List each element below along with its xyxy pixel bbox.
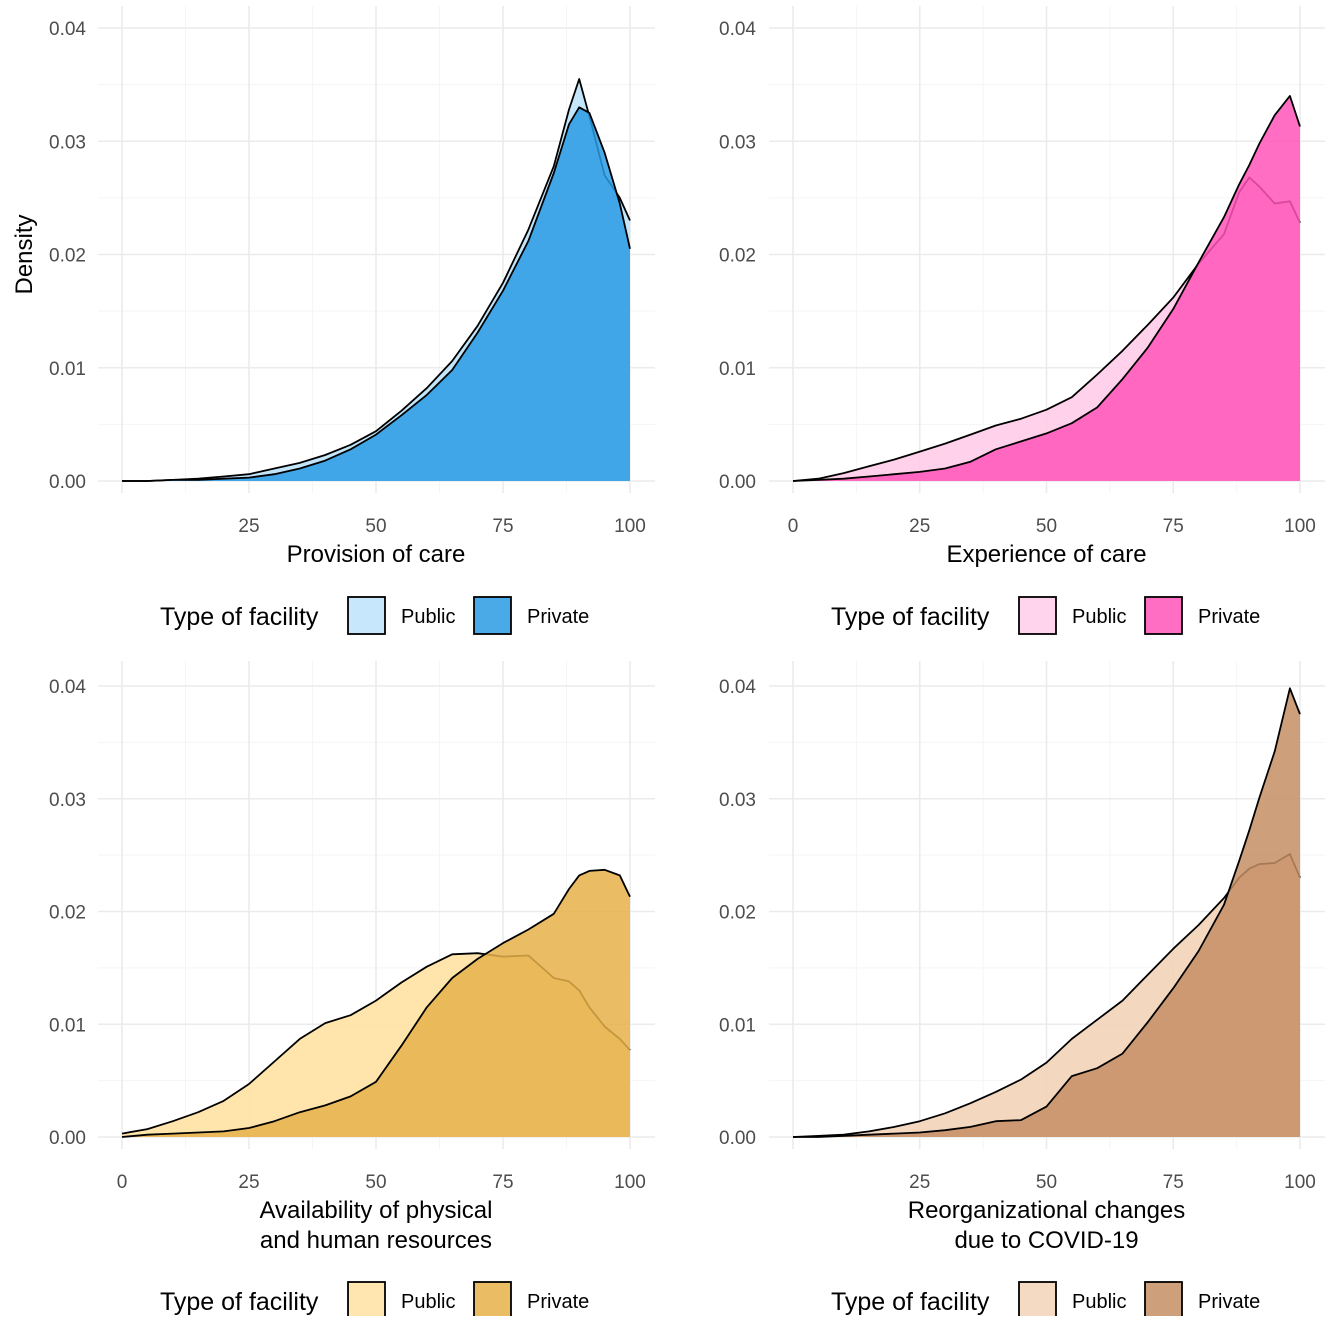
x-axis-title: Reorganizational changes <box>908 1197 1186 1224</box>
x-tick-label: 50 <box>1036 516 1057 537</box>
y-tick-label: 0.02 <box>49 246 86 267</box>
x-axis-title: Availability of physical <box>259 1197 492 1224</box>
x-tick-label: 25 <box>238 516 259 537</box>
x-tick-label: 100 <box>1284 516 1316 537</box>
x-tick-label: 100 <box>614 1172 646 1193</box>
x-tick-label: 0 <box>117 1172 128 1193</box>
y-tick-label: 0.00 <box>719 472 756 493</box>
y-tick-label: 0.04 <box>719 19 756 40</box>
x-tick-label: 100 <box>1284 1172 1316 1193</box>
x-tick-label: 75 <box>1163 516 1184 537</box>
y-tick-label: 0.00 <box>49 1128 86 1149</box>
x-axis-title: Provision of care <box>287 541 466 568</box>
density-line-private <box>793 687 1301 1138</box>
panel-3: 0.00 0.01 0.02 0.03 0.04 0 25 50 75 100 Availabili… <box>49 661 655 1320</box>
y-tick-label: 0.04 <box>49 19 86 40</box>
legend-label-private: Private <box>1198 1291 1260 1313</box>
x-tick-label: 75 <box>492 516 513 537</box>
legend: Type of facility Public Private <box>831 1281 1260 1320</box>
x-axis-title: and human resources <box>260 1227 492 1254</box>
legend-key-private <box>1144 596 1183 635</box>
x-tick-label: 25 <box>909 516 930 537</box>
density-line-private <box>121 868 631 1138</box>
y-tick-label: 0.03 <box>49 790 86 811</box>
legend: Type of facility Public Private <box>160 1281 589 1320</box>
legend-label-public: Public <box>1072 606 1126 628</box>
density-line-private <box>122 106 631 482</box>
x-tick-label: 75 <box>1163 1172 1184 1193</box>
legend-key-public <box>1018 596 1057 635</box>
x-axis-title: due to COVID-19 <box>954 1227 1138 1254</box>
y-tick-label: 0.02 <box>49 903 86 924</box>
panel-2: 0.00 0.01 0.02 0.03 0.04 0 25 50 75 100 Experience… <box>719 6 1325 635</box>
y-tick-label: 0.01 <box>49 1015 86 1036</box>
density-area-private <box>793 688 1300 1137</box>
y-tick-label: 0.00 <box>49 472 86 493</box>
legend-key-private <box>473 596 512 635</box>
y-tick-label: 0.03 <box>719 132 756 153</box>
x-tick-label: 50 <box>365 1172 386 1193</box>
legend-label-public: Public <box>401 1291 455 1313</box>
legend-title: Type of facility <box>160 1288 319 1316</box>
panel-4: 0.00 0.01 0.02 0.03 0.04 25 50 75 100 Reorganizat… <box>719 661 1325 1320</box>
legend-label-public: Public <box>401 606 455 628</box>
y-tick-label: 0.04 <box>719 677 756 698</box>
density-area-private <box>122 107 630 482</box>
y-tick-label: 0.00 <box>719 1128 756 1149</box>
legend-title: Type of facility <box>831 1288 990 1316</box>
x-tick-label: 25 <box>909 1172 930 1193</box>
legend-key-public <box>347 1281 386 1320</box>
y-tick-label: 0.04 <box>49 677 86 698</box>
x-tick-label: 0 <box>788 516 799 537</box>
density-area-private <box>122 869 630 1137</box>
density-line-private <box>792 95 1301 482</box>
x-tick-label: 25 <box>238 1172 259 1193</box>
x-tick-label: 75 <box>492 1172 513 1193</box>
density-area-private <box>793 95 1300 482</box>
x-tick-label: 50 <box>1036 1172 1057 1193</box>
legend-key-private <box>473 1281 512 1320</box>
y-tick-label: 0.01 <box>719 359 756 380</box>
y-tick-label: 0.01 <box>49 359 86 380</box>
x-axis-title: Experience of care <box>946 541 1146 568</box>
legend-key-private <box>1144 1281 1183 1320</box>
y-tick-label: 0.01 <box>719 1015 756 1036</box>
legend: Type of facility Public Private <box>831 596 1260 635</box>
legend-label-private: Private <box>527 606 589 628</box>
y-tick-label: 0.02 <box>719 903 756 924</box>
panel-1: 0.00 0.01 0.02 0.03 0.04 25 50 75 100 Provision o… <box>11 6 655 635</box>
legend: Type of facility Public Private <box>160 596 589 635</box>
y-tick-label: 0.03 <box>719 790 756 811</box>
legend-label-public: Public <box>1072 1291 1126 1313</box>
y-axis-title: Density <box>11 214 38 294</box>
y-tick-label: 0.03 <box>49 132 86 153</box>
x-tick-label: 100 <box>614 516 646 537</box>
legend-title: Type of facility <box>831 603 990 631</box>
y-tick-label: 0.02 <box>719 246 756 267</box>
density-line-public <box>122 78 631 482</box>
legend-key-public <box>1018 1281 1057 1320</box>
legend-label-private: Private <box>527 1291 589 1313</box>
legend-label-private: Private <box>1198 606 1260 628</box>
legend-key-public <box>347 596 386 635</box>
x-tick-label: 50 <box>365 516 386 537</box>
legend-title: Type of facility <box>160 603 319 631</box>
